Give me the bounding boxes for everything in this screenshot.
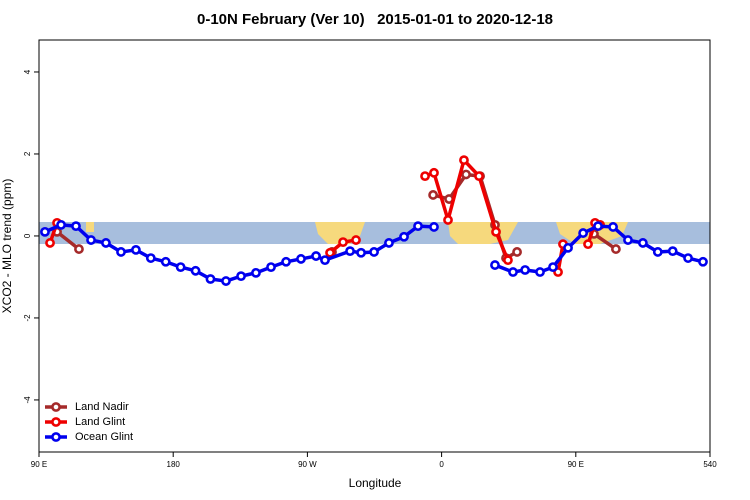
data-point <box>86 235 96 245</box>
data-point <box>652 247 663 257</box>
data-point <box>175 262 186 273</box>
data-point <box>461 169 471 180</box>
data-point <box>116 247 126 257</box>
data-point <box>160 256 171 267</box>
chart-title: 0-10N February (Ver 10) 2015-01-01 to 20… <box>197 11 553 28</box>
data-point <box>512 247 522 257</box>
data-point <box>535 267 545 277</box>
x-tick-label: 0 <box>439 460 444 469</box>
data-point <box>338 237 348 248</box>
data-point <box>459 155 469 166</box>
legend-label: Land Nadir <box>75 401 129 413</box>
data-point <box>74 244 84 254</box>
ocean-band <box>39 222 710 244</box>
data-point <box>593 221 603 232</box>
data-point <box>638 238 648 248</box>
data-point <box>56 219 66 230</box>
legend-label: Land Glint <box>75 416 125 428</box>
data-point <box>131 244 141 255</box>
data-point <box>623 235 633 245</box>
data-point <box>205 274 216 284</box>
data-point <box>429 222 439 232</box>
data-point <box>491 226 501 237</box>
data-point <box>369 247 379 257</box>
data-point <box>101 238 111 248</box>
data-point <box>474 171 484 182</box>
data-point <box>236 271 246 282</box>
data-point <box>563 242 573 253</box>
x-tick-label: 90 E <box>568 460 584 469</box>
data-point <box>356 247 366 258</box>
data-point <box>221 276 231 286</box>
data-point <box>345 246 355 257</box>
legend-label: Ocean Glint <box>75 431 133 443</box>
y-axis-label: XCO2 - MLO trend (ppm) <box>0 179 14 314</box>
legend-marker <box>51 417 61 427</box>
data-point <box>281 256 291 267</box>
x-tick-label: 540 <box>703 460 717 469</box>
data-point <box>490 260 500 270</box>
x-axis-label: Longitude <box>349 476 402 490</box>
data-point <box>698 256 708 267</box>
data-point <box>578 228 589 238</box>
x-tick-label: 180 <box>167 460 181 469</box>
plot-frame <box>38 39 711 453</box>
y-tick-label: 4 <box>23 69 32 74</box>
data-point <box>145 253 156 263</box>
data-point <box>667 246 678 257</box>
data-point <box>413 221 423 232</box>
data-point <box>399 231 409 242</box>
data-point <box>608 222 618 232</box>
legend-marker <box>51 432 61 442</box>
data-point <box>520 265 531 275</box>
data-point <box>266 262 276 273</box>
data-point <box>190 265 201 276</box>
data-point <box>443 215 453 225</box>
x-tick-label: 90 W <box>298 460 317 469</box>
data-point <box>45 238 55 248</box>
data-point <box>40 226 50 237</box>
data-point <box>71 221 81 232</box>
y-tick-label: 0 <box>23 233 32 238</box>
y-tick-label: -4 <box>23 396 32 404</box>
y-tick-label: 2 <box>23 151 32 156</box>
land <box>86 222 94 232</box>
data-point <box>320 255 330 266</box>
data-point <box>384 238 394 248</box>
x-tick-label: 90 E <box>31 460 47 469</box>
data-point <box>311 251 321 261</box>
data-point <box>503 255 513 266</box>
legend-marker <box>51 402 61 412</box>
data-point <box>428 190 439 200</box>
data-point <box>611 244 621 254</box>
data-point <box>548 262 558 273</box>
data-point <box>325 247 335 258</box>
data-point <box>420 171 430 182</box>
data-point <box>296 254 306 264</box>
data-point <box>508 267 518 277</box>
data-point <box>251 267 261 278</box>
y-tick-label: -2 <box>23 314 32 322</box>
data-point <box>429 167 439 178</box>
data-point <box>683 253 693 263</box>
data-point <box>583 239 593 250</box>
data-point <box>351 235 361 245</box>
